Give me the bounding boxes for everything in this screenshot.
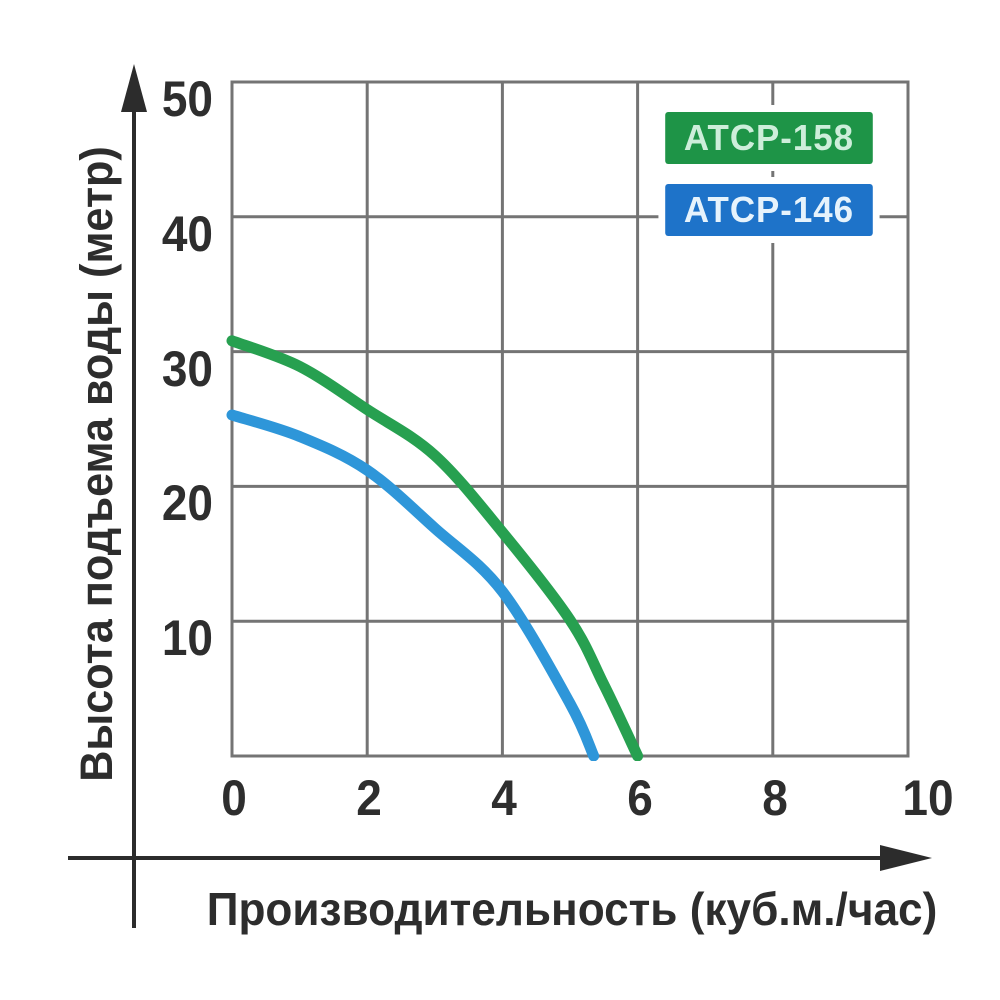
curve-atcp-158 [226,335,644,761]
x-tick-label-6: 6 [626,770,653,826]
y-tick-label-40: 40 [161,205,213,262]
x-tick-label-10: 10 [902,770,954,826]
legend-label-atcp-158: ATCP-158 [683,117,855,158]
y-tick-label-50: 50 [161,71,213,127]
y-tick-label-10: 10 [161,610,213,667]
legend-item-atcp-146: ATCP-146 [665,184,873,236]
legend-label-atcp-146: ATCP-146 [683,189,855,230]
legend-item-atcp-158: ATCP-158 [665,112,873,164]
x-tick-label-2: 2 [356,770,382,826]
y-tick-label-30: 30 [161,340,213,397]
curve-atcp-146 [226,409,600,761]
x-axis-title: Производительность (куб.м./час) [206,883,938,935]
x-tick-label-8: 8 [762,770,788,826]
y-axis-arrowhead-icon [121,64,147,112]
y-tick-label-20: 20 [161,475,213,532]
y-axis-title: Высота подъема воды (метр) [71,146,122,782]
x-tick-label-4: 4 [491,770,518,826]
x-axis-arrowhead-icon [880,845,932,871]
x-tick-label-0: 0 [221,770,247,826]
